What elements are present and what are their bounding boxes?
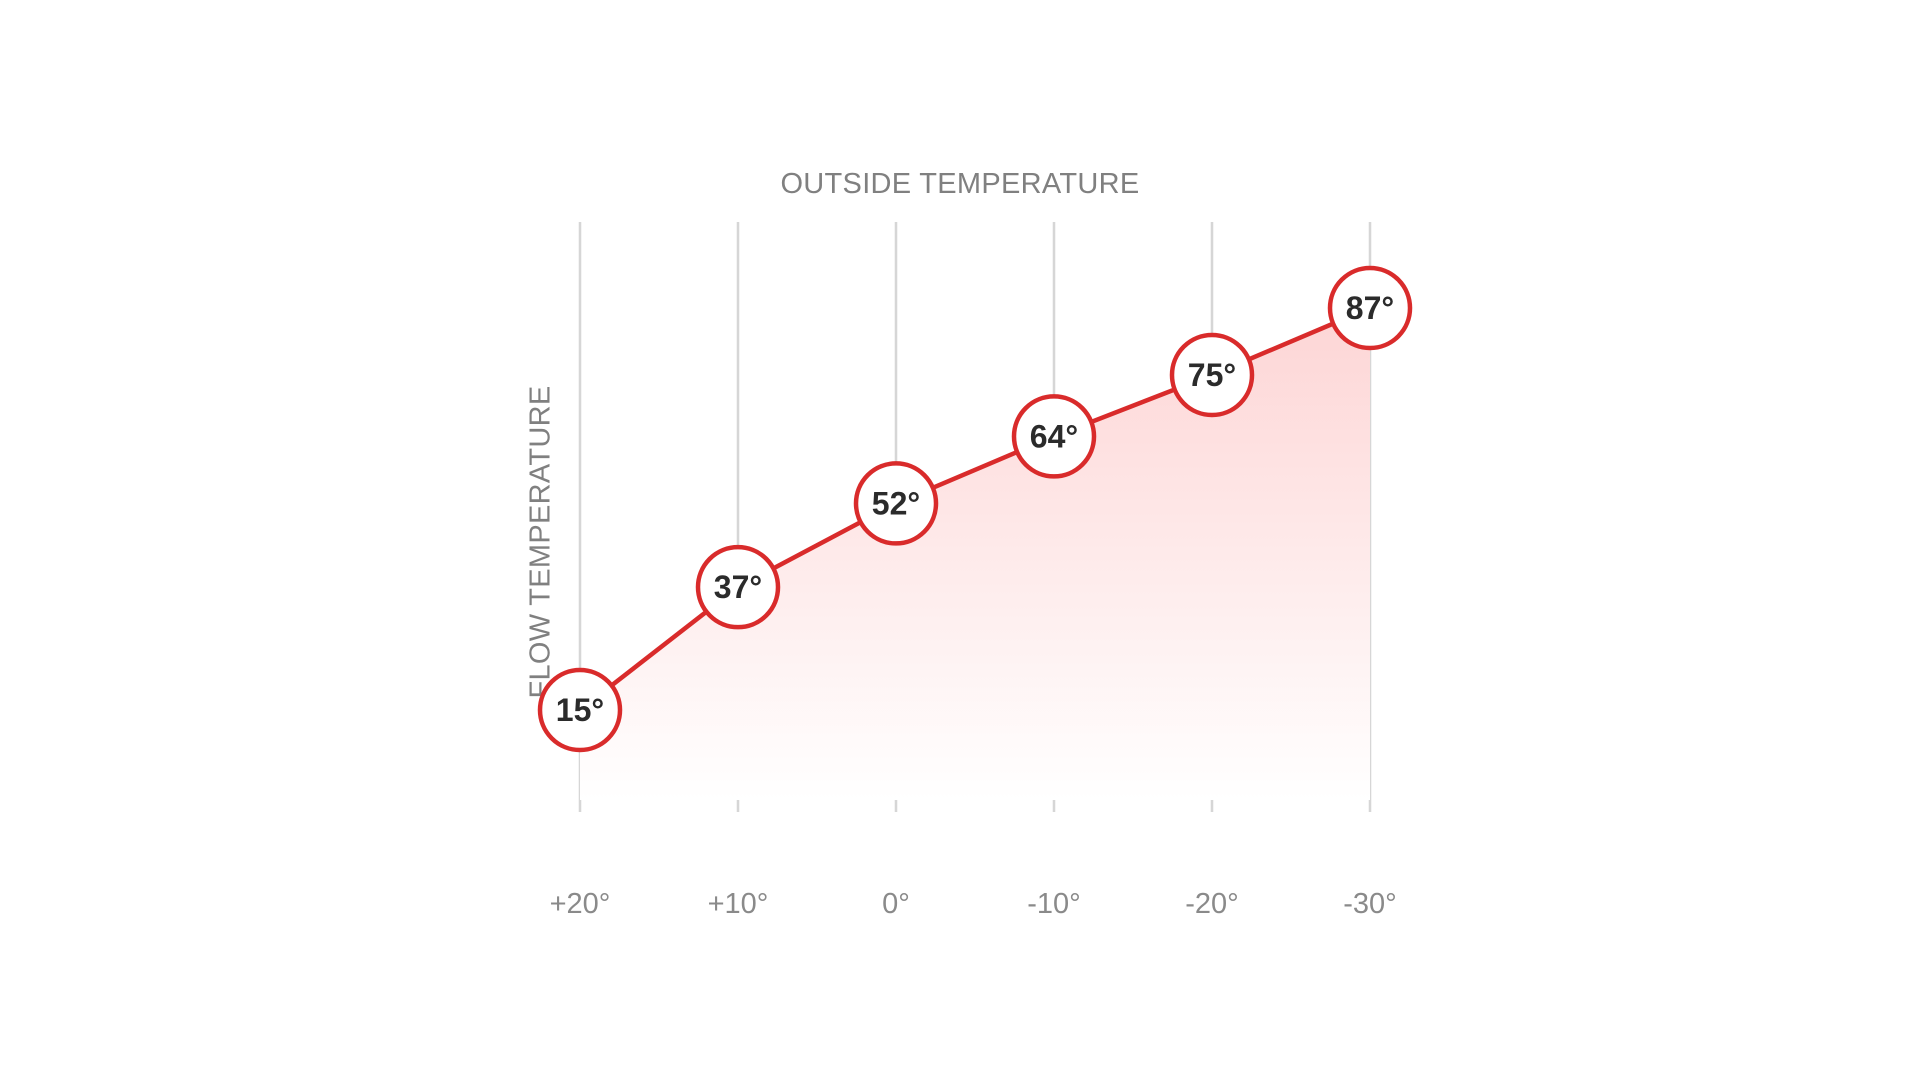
data-point-marker: [1169, 332, 1255, 418]
x-tick-label: +20°: [549, 888, 611, 920]
x-tick-label: -30°: [1343, 888, 1397, 920]
data-point-label: 75°: [1188, 357, 1236, 393]
x-tick-label: -20°: [1185, 888, 1239, 920]
x-tick-label: +10°: [707, 888, 769, 920]
data-point-label: 64°: [1030, 418, 1078, 454]
x-tick-label: 0°: [882, 888, 910, 920]
data-point-label: 52°: [872, 485, 920, 521]
data-point-marker: [853, 461, 939, 546]
data-points: 15° 37° 52° 64° 75° 87°: [537, 265, 1413, 753]
data-point-marker: [695, 544, 781, 630]
data-point-marker: [1011, 394, 1097, 479]
data-point-label: 15°: [556, 692, 604, 728]
data-point-label: 87°: [1346, 290, 1394, 326]
area-fill: [580, 308, 1370, 800]
data-point-marker: [537, 667, 623, 753]
data-point-label: 37°: [714, 569, 762, 605]
chart-title: OUTSIDE TEMPERATURE: [780, 168, 1140, 200]
x-tick-label: -10°: [1027, 888, 1081, 920]
data-point-marker: [1327, 265, 1413, 351]
